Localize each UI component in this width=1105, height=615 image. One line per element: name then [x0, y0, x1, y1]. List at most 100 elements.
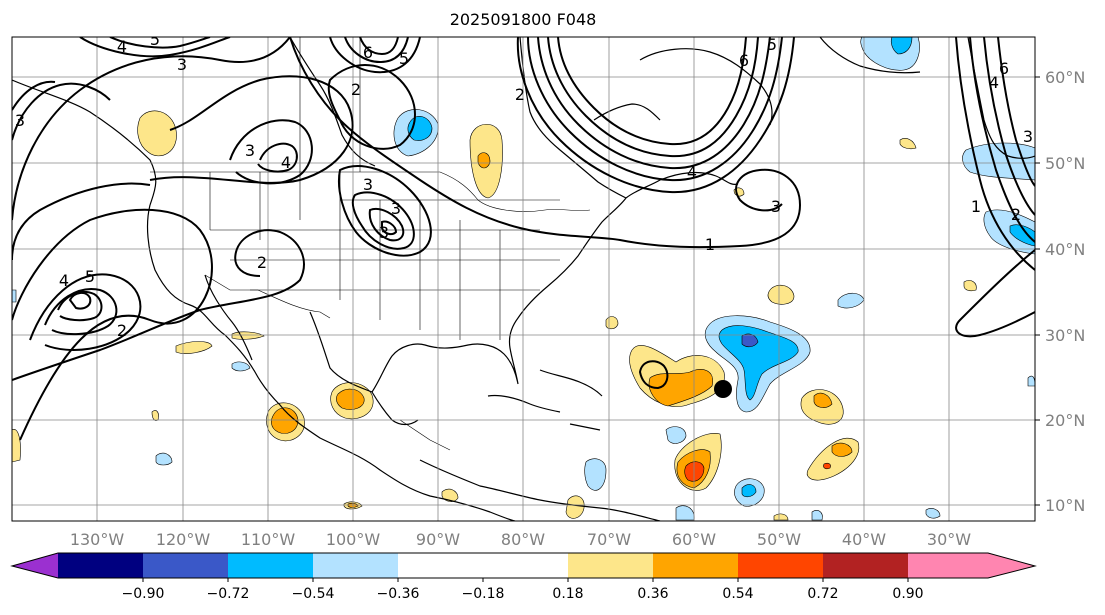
contour-label: 2 — [1011, 205, 1021, 224]
contour-line — [955, 37, 1035, 271]
colorbar-bin — [143, 553, 228, 578]
positive-anomaly-patch — [565, 495, 585, 519]
coastline — [639, 48, 773, 126]
colorbar-bin — [228, 553, 313, 578]
contour-label: 5 — [767, 35, 777, 54]
negative-anomaly-patch — [741, 484, 757, 498]
coastline — [204, 274, 253, 361]
contour-line — [969, 37, 1035, 243]
country-border — [399, 419, 451, 451]
coastline — [309, 197, 627, 393]
lon-label: 100°W — [326, 530, 381, 549]
contour-line — [12, 182, 151, 261]
contour-label: 2 — [117, 321, 127, 340]
colorbar-tick-label: 0.72 — [807, 586, 838, 602]
contour-line — [997, 37, 1035, 187]
contour-label: 5 — [399, 49, 409, 68]
negative-anomaly-patch — [12, 289, 17, 303]
lat-label: 30°N — [1045, 326, 1085, 345]
contour-line — [351, 191, 415, 250]
colorbar-bin — [823, 553, 908, 578]
negative-anomaly-patch — [584, 458, 607, 491]
contour-line — [289, 37, 802, 249]
negative-anomaly-patch — [1027, 375, 1035, 387]
colorbar-tick-label: 0.90 — [892, 586, 923, 602]
colorbar-bin — [58, 553, 143, 578]
contour-line — [68, 292, 92, 310]
colorbar: −0.90 −0.72 −0.54 −0.36 −0.18 0.18 0.36 … — [10, 552, 1037, 602]
contour-label: 4 — [281, 153, 291, 172]
contour-label: 1 — [705, 235, 715, 254]
contour-line — [12, 82, 111, 141]
contour-label: 6 — [999, 59, 1009, 78]
coastline — [12, 79, 157, 206]
contour-label: 3 — [379, 223, 389, 242]
lat-label: 10°N — [1045, 496, 1085, 515]
contour-label: 3 — [363, 175, 373, 194]
negative-anomaly-patch — [811, 510, 823, 521]
colorbar-low-extend — [12, 553, 58, 578]
colorbar-tick-label: −0.36 — [377, 586, 420, 602]
positive-anomaly-patch — [813, 392, 833, 408]
lat-ticks — [1035, 76, 1040, 506]
contour-label: 6 — [739, 51, 749, 70]
positive-anomaly-patch — [12, 429, 21, 463]
lat-label: 50°N — [1045, 154, 1085, 173]
us-canada-border — [150, 171, 591, 212]
contour-line — [229, 119, 313, 185]
contour-label: 4 — [687, 163, 697, 182]
positive-anomaly-patch — [336, 388, 365, 410]
contour-label: 4 — [989, 73, 999, 92]
positive-anomaly-patch — [477, 152, 491, 169]
lon-label: 120°W — [156, 530, 211, 549]
contour-line — [527, 37, 783, 182]
longitude-labels: 130°W 120°W 110°W 100°W 90°W 80°W 70°W 6… — [70, 530, 971, 549]
contour-line — [57, 291, 103, 322]
lat-label: 60°N — [1045, 68, 1085, 87]
contour-label: 6 — [363, 43, 373, 62]
colorbar-bin — [313, 553, 398, 578]
lon-label: 40°W — [842, 530, 886, 549]
contour-label: 3 — [391, 199, 401, 218]
lon-label: 60°W — [672, 530, 716, 549]
contour-line — [557, 37, 747, 146]
contour-layer — [12, 37, 1035, 441]
lat-label: 40°N — [1045, 240, 1085, 259]
contour-label: 3 — [15, 111, 25, 130]
contour-line — [149, 75, 354, 184]
contour-label: 2 — [257, 253, 267, 272]
contour-line — [329, 37, 421, 74]
negative-anomaly-patch — [925, 508, 941, 519]
contour-line — [638, 360, 669, 390]
contour-label: 3 — [1023, 127, 1033, 146]
colorbar-bin — [653, 553, 738, 578]
coastline — [539, 369, 603, 397]
contour-line — [537, 37, 771, 170]
positive-anomaly-patch — [648, 369, 713, 407]
positive-anomaly-patch — [773, 513, 789, 521]
contour-line — [359, 37, 399, 56]
contour-line — [983, 37, 1035, 216]
contour-label: 2 — [351, 80, 361, 99]
colorbar-tick-label: −0.72 — [207, 586, 250, 602]
storm-center-marker — [714, 380, 732, 398]
contour-line — [79, 37, 231, 58]
positive-anomaly-patch — [899, 138, 917, 150]
colorbar-bin — [568, 553, 653, 578]
colorbar-high-extend — [908, 553, 1035, 578]
contour-line — [12, 208, 213, 441]
negative-anomaly-patch — [407, 116, 433, 141]
negative-anomaly-patch — [155, 452, 173, 466]
contour-line — [338, 165, 432, 257]
colorbar-tick-label: −0.54 — [292, 586, 335, 602]
negative-anomaly-patch — [665, 426, 687, 444]
contour-line — [955, 249, 1035, 338]
contour-label: 4 — [117, 37, 127, 56]
map-title: 2025091800 F048 — [450, 10, 597, 29]
lon-label: 50°W — [757, 530, 801, 549]
contour-line — [257, 142, 298, 173]
colorbar-tick-label: 0.18 — [552, 586, 583, 602]
negative-anomaly-patch — [890, 37, 913, 55]
contour-label: 5 — [150, 30, 160, 49]
